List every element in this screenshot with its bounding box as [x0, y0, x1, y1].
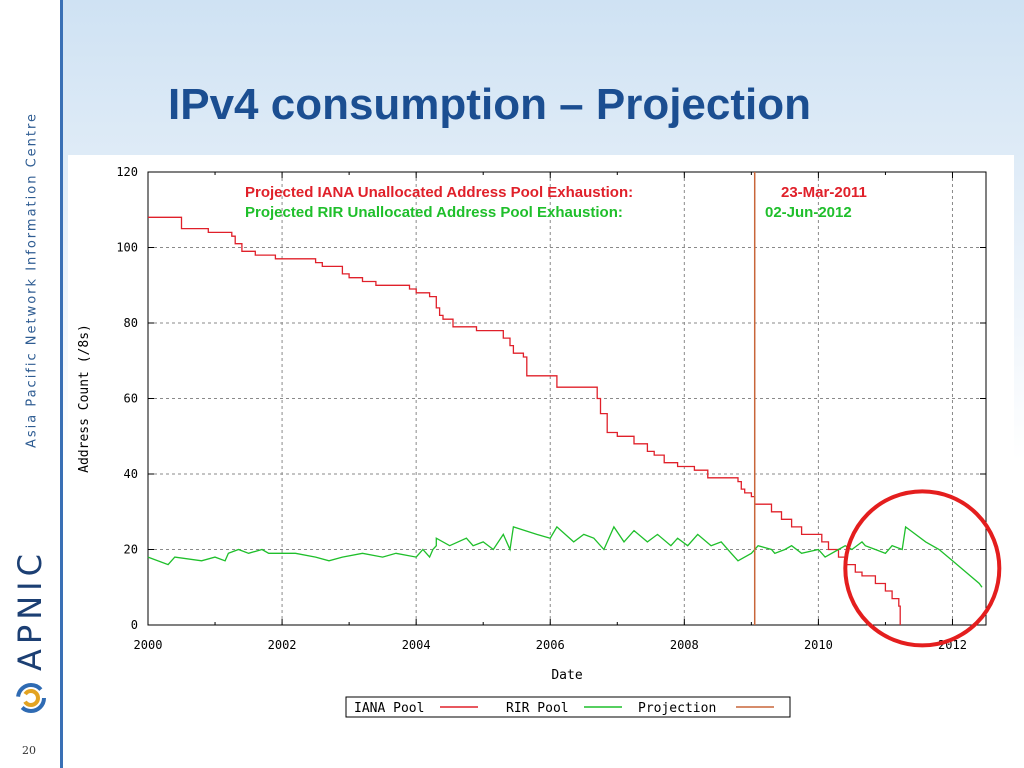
y-tick-label: 80	[124, 316, 138, 330]
y-axis-label: Address Count (/8s)	[77, 324, 92, 473]
x-axis-label: Date	[551, 668, 582, 683]
y-tick-label: 0	[131, 618, 138, 632]
y-tick-label: 60	[124, 392, 138, 406]
legend-label: IANA Pool	[354, 701, 424, 716]
chart-panel	[68, 155, 1014, 725]
apnic-swirl-icon	[16, 683, 46, 713]
iana-pool-series	[148, 216, 901, 625]
legend-label: Projection	[638, 701, 716, 716]
x-tick-label: 2006	[536, 638, 565, 652]
ipv4-consumption-chart: 0 20 40 60 80 100 120 2000 2002 2004 2006 2008 2010 2…	[77, 165, 1002, 718]
sidebar-divider	[60, 0, 63, 768]
annotation-label: Projected RIR Unallocated Address Pool E…	[245, 204, 623, 221]
highlight-circle	[843, 489, 1002, 648]
annotation-value: 02-Jun-2012	[765, 204, 852, 221]
x-tick-label: 2004	[402, 638, 431, 652]
page-number: 20	[22, 744, 36, 757]
apnic-logo: APNIC	[11, 549, 49, 671]
x-tick-label: 2008	[670, 638, 699, 652]
sidebar	[0, 0, 60, 768]
y-tick-label: 20	[124, 543, 138, 557]
y-tick-label: 120	[116, 165, 138, 179]
x-tick-label: 2002	[268, 638, 297, 652]
slide-title: IPv4 consumption – Projection	[168, 80, 812, 129]
legend-label: RIR Pool	[506, 701, 569, 716]
rir-pool-series	[147, 525, 983, 588]
organization-name: Asia Pacific Network Information Centre	[24, 111, 40, 449]
legend-box	[345, 696, 791, 718]
y-tick-label: 40	[124, 467, 138, 481]
y-tick-label: 100	[116, 241, 138, 255]
x-tick-label: 2010	[804, 638, 833, 652]
annotation-value: 23-Mar-2011	[781, 184, 867, 201]
plot-frame	[147, 171, 987, 626]
x-tick-label: 2000	[134, 638, 163, 652]
annotation-label: Projected IANA Unallocated Address Pool …	[245, 184, 633, 201]
